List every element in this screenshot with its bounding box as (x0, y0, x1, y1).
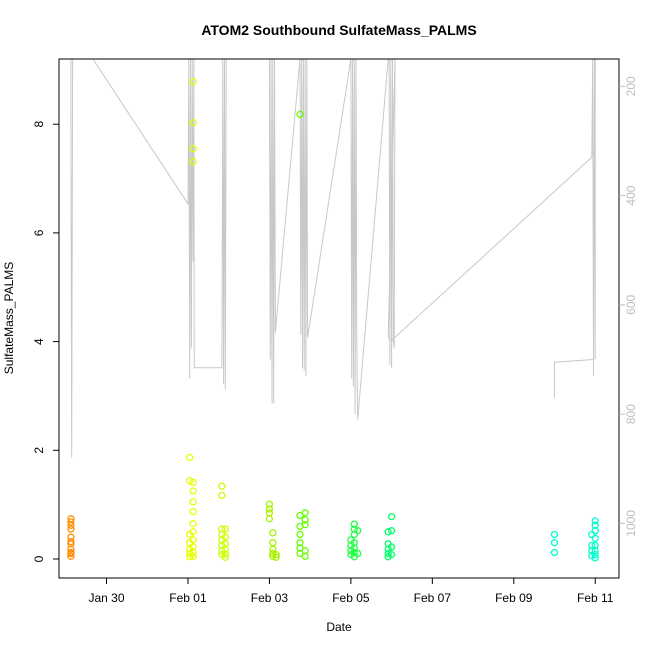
data-point (189, 536, 197, 544)
altitude-trace-line (70, 58, 596, 458)
data-point (265, 515, 274, 523)
data-point (387, 527, 396, 535)
axes-layer: 0 2 4 6 8 Jan 30 Feb 01 Feb 03 Feb 05 Feb 07 Feb 0… (32, 58, 638, 605)
data-point (591, 547, 599, 555)
data-point (350, 544, 358, 552)
data-point (67, 537, 75, 546)
data-point (189, 158, 197, 166)
data-point (550, 548, 559, 557)
data-point (67, 518, 75, 526)
data-point (550, 539, 559, 547)
data-point (189, 118, 197, 127)
x-tick-label: Feb 05 (332, 591, 370, 605)
data-point (296, 530, 304, 539)
data-point (588, 530, 596, 539)
data-point (218, 482, 226, 490)
plot-frame (58, 58, 620, 579)
data-point (189, 478, 197, 487)
data-point (591, 527, 599, 535)
altitude-trace-line (554, 359, 594, 398)
data-point (189, 78, 197, 86)
data-point (189, 552, 197, 560)
data-point (387, 512, 396, 521)
data-point (387, 543, 396, 551)
data-point (221, 545, 229, 553)
data-point (301, 521, 309, 529)
data-point (591, 550, 599, 559)
data-point (218, 491, 226, 500)
data-point (354, 549, 362, 558)
x-tick-label: Feb 11 (577, 591, 614, 605)
data-point (189, 487, 197, 495)
x-tick-label: Jan 30 (88, 591, 124, 605)
data-point (591, 517, 599, 525)
data-point (301, 552, 309, 560)
data-point (354, 527, 362, 535)
y2-tick-label: 400 (624, 185, 638, 205)
data-point (272, 550, 280, 559)
data-point (350, 548, 358, 557)
x-tick-label: Feb 01 (169, 591, 207, 605)
data-point (67, 552, 75, 560)
altitude-trace-layer (70, 58, 596, 458)
data-point (189, 145, 197, 153)
data-point (189, 528, 197, 536)
y2-tick-label: 1000 (624, 510, 638, 537)
data-point (189, 520, 197, 528)
data-point (189, 548, 197, 557)
y-tick-label: 6 (32, 229, 46, 236)
y2-tick-label: 800 (624, 404, 638, 424)
y2-tick-label: 200 (624, 76, 638, 96)
data-point (269, 545, 277, 553)
data-point (189, 498, 197, 506)
x-axis-label: Date (326, 620, 352, 634)
data-point (67, 525, 75, 533)
y-tick-label: 4 (32, 338, 46, 345)
data-point (591, 534, 599, 542)
data-point (269, 539, 277, 547)
data-point (265, 500, 274, 508)
data-point (269, 529, 277, 537)
data-point (221, 553, 229, 561)
data-point (301, 516, 309, 524)
data-point (189, 508, 197, 516)
data-point (384, 549, 392, 558)
data-point (221, 550, 229, 558)
data-point (272, 553, 280, 561)
chart-title: ATOM2 Southbound SulfateMass_PALMS (201, 22, 476, 38)
data-point (67, 521, 75, 529)
data-point (350, 520, 358, 528)
data-point (296, 110, 304, 119)
y-tick-label: 2 (32, 447, 46, 454)
data-point (384, 528, 392, 536)
y-tick-label: 8 (32, 121, 46, 128)
data-point (301, 509, 309, 517)
data-point (591, 554, 599, 562)
x-tick-label: Feb 03 (251, 591, 289, 605)
y-tick-label: 0 (32, 555, 46, 562)
data-point (67, 533, 75, 541)
x-tick-label: Feb 09 (495, 591, 533, 605)
data-point (265, 509, 274, 517)
data-point (387, 550, 396, 559)
points-layer (67, 78, 599, 562)
y2-tick-label: 600 (624, 295, 638, 315)
data-point (67, 548, 75, 557)
y-axis-label: SulfateMass_PALMS (2, 262, 16, 375)
data-point (265, 505, 274, 513)
x-tick-label: Feb 07 (414, 591, 452, 605)
data-point (186, 453, 194, 462)
data-point (550, 530, 559, 539)
data-point (221, 525, 229, 533)
